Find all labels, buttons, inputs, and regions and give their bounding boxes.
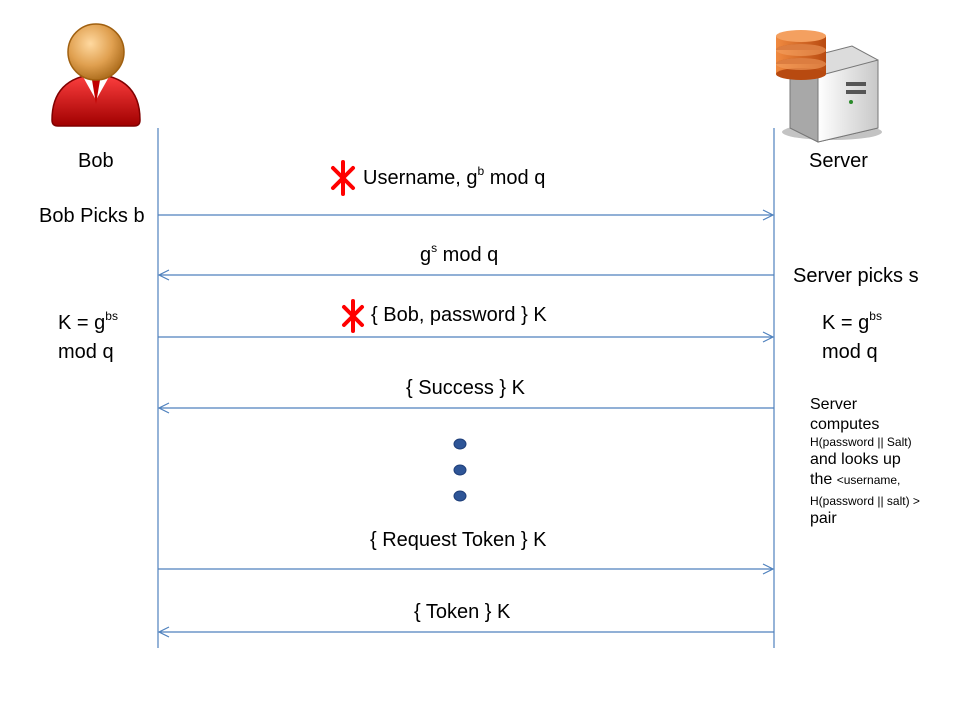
server-key-mod: mod q (822, 341, 878, 363)
arrow-username (158, 209, 775, 221)
server-picks-label: Server picks s (793, 265, 919, 287)
red-x-mark-icon (342, 299, 364, 333)
message-request-token: { Request Token } K (370, 529, 547, 551)
arrow-request-token (158, 563, 775, 575)
server-note-line: pair (810, 510, 837, 527)
server-database-icon (776, 30, 882, 143)
server-note-line: the <username, (810, 471, 901, 488)
server-note-line: H(password || salt) > (810, 494, 920, 508)
arrow-success (157, 402, 774, 414)
server-note-line: computes (810, 416, 880, 433)
bob-label: Bob (78, 150, 114, 172)
arrow-gs (157, 269, 774, 281)
message-token: { Token } K (414, 601, 511, 623)
ellipsis-dots (453, 438, 467, 502)
message-gs: gs mod q (420, 241, 499, 266)
server-label: Server (809, 150, 868, 172)
message-username: Username, gb mod q (363, 164, 546, 189)
server-note-line: Server (810, 396, 858, 413)
bob-key-mod: mod q (58, 341, 114, 363)
bob-user-icon (51, 23, 141, 127)
red-x-mark-icon (331, 160, 355, 196)
bob-picks-label: Bob Picks b (39, 205, 145, 227)
bob-key-formula: K = gbs (58, 309, 118, 334)
server-note-line: H(password || Salt) (810, 435, 912, 449)
message-bob-password: { Bob, password } K (371, 304, 547, 326)
server-note: Server computes H(password || Salt) and … (810, 395, 950, 529)
arrow-bob-password (158, 331, 775, 343)
message-success: { Success } K (406, 377, 525, 399)
arrow-token (157, 626, 774, 638)
server-key-formula: K = gbs (822, 309, 882, 334)
server-note-line: and looks up (810, 451, 901, 468)
